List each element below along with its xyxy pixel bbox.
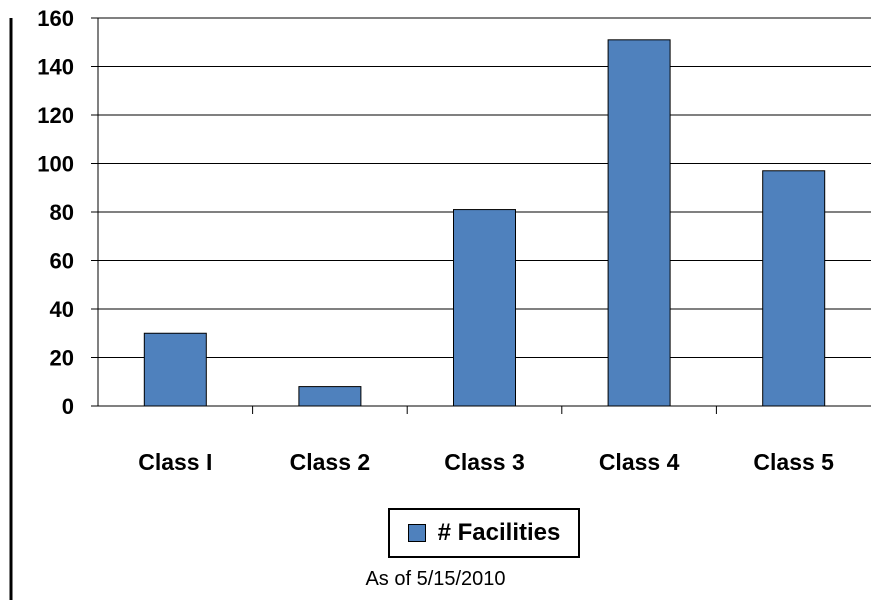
- y-tick-label: 40: [50, 297, 74, 322]
- x-tick-label: Class 2: [290, 449, 371, 475]
- date-note: As of 5/15/2010: [365, 568, 506, 590]
- y-tick-label: 60: [50, 249, 74, 274]
- x-tick-label: Class I: [138, 449, 212, 475]
- bar: [607, 39, 671, 407]
- y-tick-label: 120: [37, 103, 74, 128]
- bar: [298, 386, 362, 407]
- x-tick-label: Class 3: [444, 449, 525, 475]
- x-tick-label: Class 4: [599, 449, 680, 475]
- x-tick-label: Class 5: [753, 449, 834, 475]
- bars: [143, 39, 826, 407]
- x-axis: [98, 405, 871, 414]
- x-tick-labels: Class I Class 2 Class 3 Class 4 Class 5: [138, 449, 834, 475]
- legend: # Facilities: [388, 508, 580, 558]
- y-tick-label: 20: [50, 346, 74, 371]
- legend-label: # Facilities: [437, 519, 561, 546]
- y-axis: [91, 17, 99, 407]
- y-tick-labels: 0 20 40 60 80 100 120 140 160: [37, 6, 74, 419]
- legend-swatch: [407, 524, 426, 542]
- bar: [453, 209, 516, 407]
- y-tick-label: 140: [37, 55, 74, 80]
- y-tick-label: 0: [62, 394, 74, 419]
- bar: [762, 170, 826, 407]
- bar: [143, 332, 207, 407]
- y-tick-label: 80: [50, 200, 74, 225]
- y-tick-label: 100: [37, 152, 74, 177]
- y-tick-label: 160: [37, 6, 74, 31]
